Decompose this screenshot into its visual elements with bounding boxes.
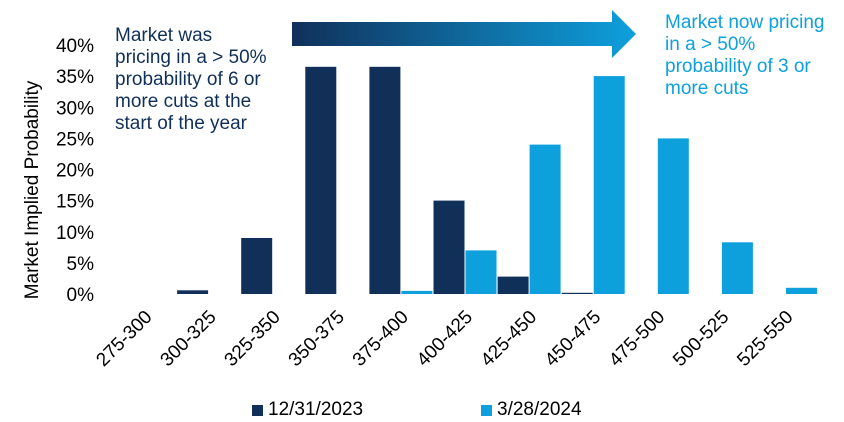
x-tick-labels: 275-300 300-325 325-350 350-375 375-400 400-4… <box>92 307 797 371</box>
y-tick-label: 35% <box>56 67 94 88</box>
annotation-start-of-year: Market was pricing in a > 50% probabilit… <box>115 25 267 134</box>
y-tick-label: 0% <box>67 285 95 306</box>
legend-item-series-2: 3/28/2024 <box>481 399 582 421</box>
x-tick-label: 350-375 <box>285 307 349 371</box>
y-tick-label: 40% <box>56 36 94 57</box>
bar-series-1 <box>241 238 273 294</box>
bar-series-2 <box>721 242 753 294</box>
x-tick-label: 525-550 <box>733 307 797 371</box>
y-axis-label: Market Implied Probability <box>22 80 43 299</box>
bar-series-1 <box>561 292 593 294</box>
legend-item-series-1: 12/31/2023 <box>252 399 363 421</box>
y-tick-labels: 0% 5% 10% 15% 20% 25% 30% 35% 40% <box>56 36 94 306</box>
bar-series-1 <box>177 290 209 294</box>
x-tick-label: 300-325 <box>157 307 221 371</box>
x-tick-label: 425-450 <box>477 307 541 371</box>
y-tick-label: 30% <box>56 98 94 119</box>
legend-label-series-2: 3/28/2024 <box>497 399 582 420</box>
y-tick-label: 5% <box>67 254 95 275</box>
bar-series-2 <box>657 138 689 294</box>
y-tick-label: 10% <box>56 223 94 244</box>
bar-series-1 <box>305 66 337 294</box>
x-tick-label: 325-350 <box>221 307 285 371</box>
y-tick-label: 25% <box>56 129 94 150</box>
x-tick-label: 475-500 <box>605 307 669 371</box>
bar-series-2 <box>529 144 561 294</box>
x-tick-label: 450-475 <box>541 307 605 371</box>
bar-series-2 <box>465 250 497 294</box>
y-tick-label: 20% <box>56 161 94 182</box>
legend-swatch-series-2 <box>481 404 492 416</box>
x-tick-label: 500-525 <box>669 307 733 371</box>
bar-series-1 <box>497 276 529 294</box>
x-tick-label: 275-300 <box>92 307 156 371</box>
bar-series-2 <box>593 76 625 294</box>
x-tick-label: 400-425 <box>413 307 477 371</box>
bar-series-1 <box>369 66 401 294</box>
bar-series-1 <box>433 200 465 294</box>
bars <box>177 66 817 294</box>
legend-label-series-1: 12/31/2023 <box>268 399 364 420</box>
legend-swatch-series-1 <box>252 404 263 416</box>
bar-series-2 <box>401 290 433 294</box>
y-tick-label: 15% <box>56 192 94 213</box>
trend-arrow <box>292 10 636 58</box>
x-tick-label: 375-400 <box>349 307 413 371</box>
bar-series-2 <box>786 287 817 294</box>
annotation-now: Market now pricing in a > 50% probabilit… <box>665 12 825 99</box>
